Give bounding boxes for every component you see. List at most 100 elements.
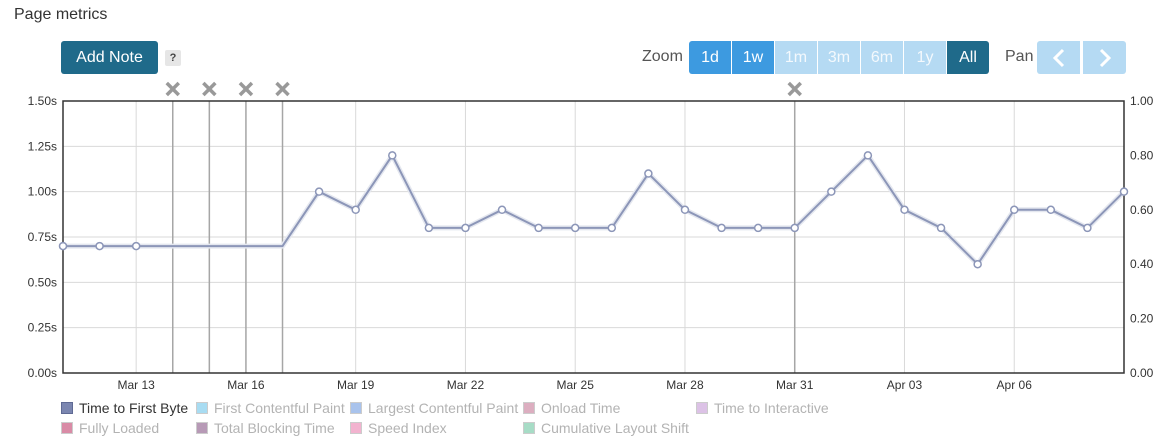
data-point-time-to-first-byte bbox=[570, 223, 580, 233]
data-point-time-to-first-byte bbox=[95, 241, 104, 251]
note-marker-close-icon[interactable] bbox=[275, 81, 290, 97]
legend-label: Total Blocking Time bbox=[214, 420, 335, 436]
note-marker-close-icon[interactable] bbox=[238, 81, 254, 97]
x-tick-label: Mar 19 bbox=[337, 378, 375, 392]
note-marker-close-icon[interactable] bbox=[202, 81, 217, 97]
data-point-time-to-first-byte bbox=[753, 223, 763, 233]
legend-item-fully-loaded[interactable]: Fully Loaded bbox=[61, 420, 159, 436]
x-tick-label: Mar 31 bbox=[776, 378, 814, 392]
legend-swatch bbox=[696, 402, 708, 414]
data-point-time-to-first-byte bbox=[863, 151, 873, 160]
legend-swatch bbox=[350, 402, 362, 414]
zoom-6m-button[interactable]: 6m bbox=[861, 41, 903, 74]
y-left-tick-label: 0.00s bbox=[28, 366, 57, 380]
data-point-time-to-first-byte bbox=[680, 205, 690, 215]
y-left-tick-label: 0.50s bbox=[28, 275, 57, 289]
zoom-1y-button[interactable]: 1y bbox=[904, 41, 946, 74]
pan-label: Pan bbox=[1005, 48, 1034, 65]
data-point-time-to-first-byte bbox=[1083, 223, 1092, 233]
data-point-time-to-first-byte bbox=[534, 223, 543, 233]
x-tick-label: Mar 16 bbox=[227, 378, 265, 392]
y-left-tick-label: 0.25s bbox=[28, 321, 57, 335]
chevron-left-icon bbox=[1052, 48, 1064, 67]
data-point-time-to-first-byte bbox=[1009, 205, 1019, 215]
legend-swatch bbox=[523, 422, 535, 434]
data-point-time-to-first-byte bbox=[58, 241, 68, 251]
data-point-time-to-first-byte bbox=[388, 151, 397, 160]
zoom-label: Zoom bbox=[642, 48, 683, 65]
data-point-time-to-first-byte bbox=[900, 205, 909, 215]
data-point-time-to-first-byte bbox=[351, 205, 360, 215]
zoom-1m-button[interactable]: 1m bbox=[775, 41, 817, 74]
y-right-tick-label: 0.00 bbox=[1130, 366, 1154, 380]
legend-swatch bbox=[350, 422, 362, 434]
y-right-tick-label: 0.80 bbox=[1130, 148, 1154, 162]
page-title: Page metrics bbox=[14, 6, 108, 23]
y-right-tick-label: 0.40 bbox=[1130, 257, 1154, 271]
data-point-time-to-first-byte bbox=[131, 241, 141, 251]
zoom-3m-button[interactable]: 3m bbox=[818, 41, 860, 74]
legend-label: Cumulative Layout Shift bbox=[541, 420, 689, 436]
legend-item-cumulative-layout-shift[interactable]: Cumulative Layout Shift bbox=[523, 420, 689, 436]
plot-area-frame bbox=[62, 100, 1125, 374]
data-point-time-to-first-byte bbox=[790, 223, 799, 233]
data-point-time-to-first-byte bbox=[461, 223, 470, 233]
legend-label: Onload Time bbox=[541, 400, 621, 416]
legend-label: Speed Index bbox=[368, 420, 447, 436]
data-point-time-to-first-byte bbox=[936, 223, 946, 233]
y-left-tick-label: 1.50s bbox=[28, 94, 57, 108]
legend-swatch bbox=[196, 422, 208, 434]
legend-item-speed-index[interactable]: Speed Index bbox=[350, 420, 447, 436]
zoom-1w-button[interactable]: 1w bbox=[732, 41, 774, 74]
x-tick-label: Apr 03 bbox=[887, 378, 923, 392]
legend-label: Time to First Byte bbox=[79, 400, 189, 416]
pan-previous-button[interactable] bbox=[1037, 41, 1080, 74]
data-point-time-to-first-byte bbox=[314, 187, 324, 196]
y-right-tick-label: 0.20 bbox=[1130, 312, 1154, 326]
add-note-button[interactable]: Add Note bbox=[61, 41, 158, 74]
x-tick-label: Mar 25 bbox=[557, 378, 595, 392]
data-point-time-to-first-byte bbox=[607, 223, 617, 233]
data-point-time-to-first-byte bbox=[497, 205, 507, 215]
chevron-right-icon bbox=[1099, 48, 1111, 67]
data-point-time-to-first-byte bbox=[717, 223, 726, 233]
legend-label: First Contentful Paint bbox=[214, 400, 345, 416]
zoom-1d-button[interactable]: 1d bbox=[689, 41, 731, 74]
legend-item-time-to-first-byte[interactable]: Time to First Byte bbox=[61, 400, 188, 416]
pan-next-button[interactable] bbox=[1083, 41, 1126, 74]
x-tick-label: Mar 13 bbox=[117, 378, 155, 392]
legend-label: Largest Contentful Paint bbox=[368, 400, 519, 416]
help-icon[interactable]: ? bbox=[165, 50, 181, 66]
data-point-time-to-first-byte bbox=[424, 223, 434, 233]
legend-swatch bbox=[523, 402, 535, 414]
y-right-tick-label: 0.60 bbox=[1130, 203, 1154, 217]
data-point-time-to-first-byte bbox=[1046, 205, 1056, 215]
data-point-time-to-first-byte bbox=[973, 259, 982, 269]
zoom-button-group: 1d 1w 1m 3m 6m 1y All bbox=[689, 41, 990, 74]
page-metrics-chart: 0.00s 0.25s 0.50s 0.75s 1.00s 1.25s 1.50s 0.00 0… bbox=[28, 81, 1154, 392]
note-marker-close-icon[interactable] bbox=[165, 81, 180, 97]
legend-item-largest-contentful-paint[interactable]: Largest Contentful Paint bbox=[350, 400, 518, 416]
y-left-tick-label: 1.25s bbox=[28, 139, 57, 153]
legend-swatch bbox=[61, 402, 73, 414]
y-right-tick-label: 1.00 bbox=[1130, 94, 1154, 108]
y-left-tick-label: 1.00s bbox=[28, 185, 57, 199]
x-tick-label: Apr 06 bbox=[997, 378, 1033, 392]
zoom-all-button[interactable]: All bbox=[947, 41, 989, 74]
legend-item-first-contentful-paint[interactable]: First Contentful Paint bbox=[196, 400, 345, 416]
legend-item-onload-time[interactable]: Onload Time bbox=[523, 400, 620, 416]
note-marker-close-icon[interactable] bbox=[787, 81, 802, 97]
legend-swatch bbox=[61, 422, 73, 434]
data-point-time-to-first-byte bbox=[827, 187, 836, 196]
data-point-time-to-first-byte bbox=[644, 169, 653, 178]
series-line-shadow bbox=[63, 150, 1126, 269]
x-tick-label: Mar 22 bbox=[447, 378, 485, 392]
legend-item-total-blocking-time[interactable]: Total Blocking Time bbox=[196, 420, 335, 436]
legend-label: Time to Interactive bbox=[714, 400, 829, 416]
y-left-tick-label: 0.75s bbox=[28, 230, 57, 244]
legend-item-time-to-interactive[interactable]: Time to Interactive bbox=[696, 400, 829, 416]
legend-swatch bbox=[196, 402, 208, 414]
legend-label: Fully Loaded bbox=[79, 420, 160, 436]
data-point-time-to-first-byte bbox=[1119, 187, 1129, 196]
x-tick-label: Mar 28 bbox=[666, 378, 704, 392]
